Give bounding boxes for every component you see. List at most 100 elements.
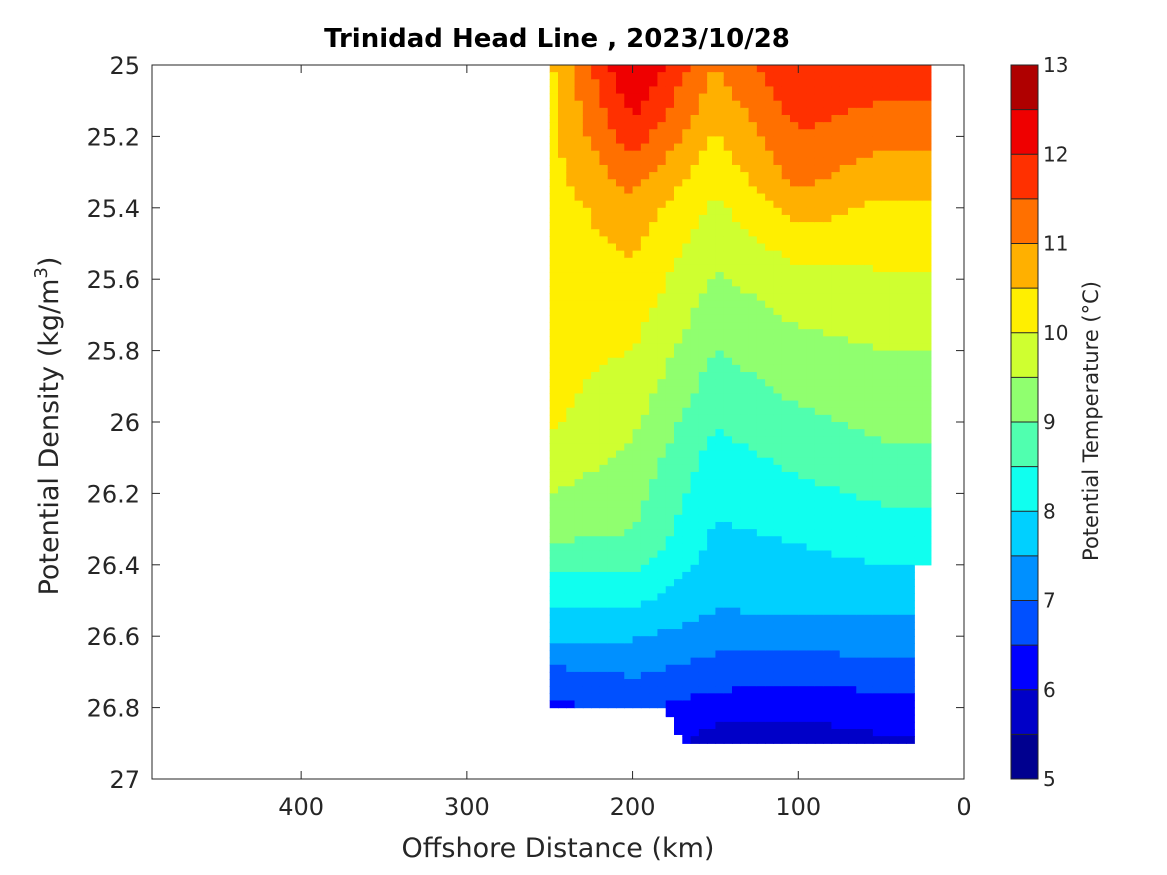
contour-cell: [765, 322, 775, 330]
contour-cell: [856, 79, 866, 88]
contour-cell: [740, 86, 750, 95]
contour-cell: [773, 250, 783, 259]
contour-cell: [872, 393, 882, 402]
contour-cell: [881, 422, 891, 430]
contour-cell: [698, 236, 708, 245]
contour-cell: [632, 393, 642, 402]
contour-cell: [591, 557, 601, 566]
contour-cell: [856, 422, 866, 430]
contour-cell: [906, 143, 915, 152]
contour-cell: [599, 386, 609, 395]
y-tick-label: 25: [109, 52, 140, 80]
contour-cell: [765, 650, 775, 659]
contour-cell: [549, 150, 559, 159]
contour-cell: [922, 336, 932, 345]
contour-cell: [707, 343, 717, 352]
contour-cell: [864, 122, 874, 130]
contour-cell: [781, 93, 791, 102]
contour-cell: [740, 150, 750, 159]
contour-cell: [549, 450, 559, 459]
colorbar-title: Potential Temperature (°C): [1079, 281, 1103, 561]
contour-cell: [806, 193, 816, 202]
contour-cell: [765, 79, 775, 88]
contour-cell: [872, 493, 882, 502]
contour-cell: [698, 357, 708, 366]
contour-cell: [823, 364, 833, 373]
contour-cell: [790, 307, 799, 316]
contour-cell: [781, 521, 791, 530]
contour-cell: [881, 393, 891, 402]
contour-cell: [591, 607, 601, 616]
contour-cell: [674, 300, 683, 309]
contour-cell: [773, 172, 783, 180]
contour-cell: [889, 664, 899, 673]
contour-cell: [889, 693, 899, 702]
contour-cell: [781, 657, 791, 666]
contour-cell: [856, 343, 866, 352]
contour-cell: [665, 186, 675, 195]
contour-cell: [848, 621, 857, 630]
contour-cell: [599, 464, 609, 473]
contour-cell: [665, 136, 675, 145]
contour-cell: [823, 664, 833, 673]
contour-cell: [906, 714, 915, 723]
contour-cell: [649, 629, 659, 637]
contour-cell: [674, 464, 683, 473]
contour-cell: [756, 579, 766, 587]
contour-cell: [649, 100, 659, 109]
contour-cell: [665, 307, 675, 316]
contour-cell: [715, 250, 725, 259]
contour-cell: [649, 671, 659, 680]
contour-cell: [922, 557, 932, 566]
contour-cell: [732, 557, 741, 566]
contour-cell: [773, 129, 783, 137]
contour-cell: [756, 322, 766, 330]
contour-cell: [906, 336, 915, 345]
contour-cell: [814, 393, 824, 402]
contour-cell: [856, 557, 866, 566]
contour-cell: [616, 414, 625, 423]
contour-cell: [582, 364, 592, 373]
contour-cell: [640, 379, 650, 387]
contour-cell: [616, 372, 625, 380]
contour-cell: [806, 314, 816, 323]
contour-cell: [748, 379, 758, 387]
contour-cell: [773, 236, 783, 245]
contour-cell: [897, 364, 907, 373]
contour-cell: [839, 500, 849, 509]
contour-cell: [723, 186, 733, 195]
contour-cell: [591, 357, 601, 366]
contour-cell: [549, 579, 559, 587]
contour-cell: [897, 693, 907, 702]
contour-cell: [549, 79, 559, 88]
contour-cell: [574, 207, 584, 216]
contour-cell: [889, 364, 899, 373]
contour-cell: [798, 393, 808, 402]
contour-cell: [732, 607, 741, 616]
contour-cell: [748, 107, 758, 116]
contour-cell: [558, 179, 567, 187]
contour-cell: [599, 100, 609, 109]
contour-cell: [922, 250, 932, 259]
contour-cell: [756, 122, 766, 130]
contour-cell: [864, 222, 874, 230]
contour-cell: [889, 229, 899, 237]
contour-cell: [574, 686, 584, 694]
contour-cell: [756, 543, 766, 552]
contour-cell: [922, 364, 932, 373]
contour-cell: [914, 107, 924, 116]
contour-cell: [897, 172, 907, 180]
contour-cell: [649, 414, 659, 423]
contour-cell: [690, 571, 700, 580]
contour-cell: [607, 357, 617, 366]
contour-cell: [640, 479, 650, 487]
contour-cell: [715, 79, 725, 88]
contour-cell: [806, 307, 816, 316]
contour-cell: [806, 693, 816, 702]
contour-cell: [765, 657, 775, 666]
contour-cell: [864, 136, 874, 145]
contour-cell: [682, 393, 692, 402]
colorbar-segment: [1011, 645, 1038, 690]
contour-cell: [889, 307, 899, 316]
contour-cell: [624, 207, 634, 216]
